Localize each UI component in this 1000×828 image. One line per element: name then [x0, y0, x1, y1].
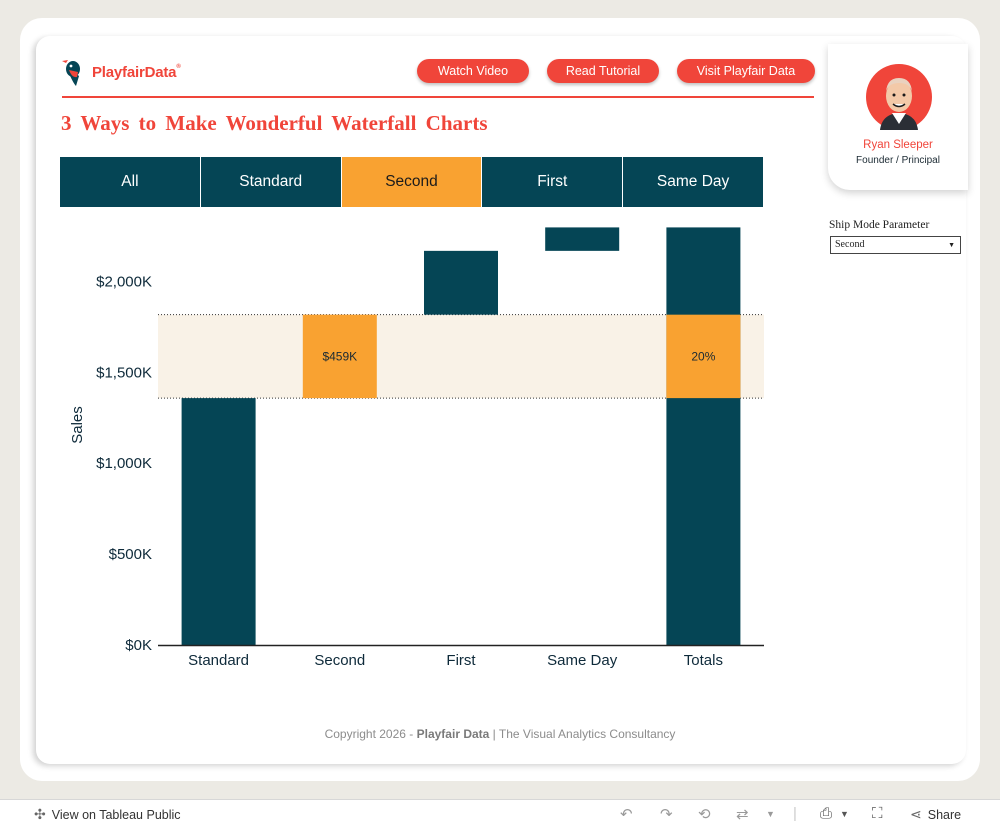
x-tick-label-first: First — [446, 652, 476, 669]
parameter-value: Second — [835, 239, 865, 250]
tableau-logo-icon: ✣ — [34, 806, 46, 822]
bar-same-day — [545, 227, 620, 251]
tableau-toolbar: ✣ View on Tableau Public ↶ ↷ ⟲ ⇄ ▼ | ⎙ ▼… — [0, 799, 1000, 828]
kingfisher-bird-icon — [62, 60, 80, 86]
y-tick-label-500: $500K — [109, 546, 152, 563]
profile-card[interactable]: Ryan Sleeper Founder / Principal — [828, 44, 968, 190]
logo-word-data: Data — [144, 63, 177, 81]
reference-band — [158, 314, 764, 399]
refresh-menu-chevron-icon[interactable]: ▼ — [766, 809, 775, 819]
profile-name: Ryan Sleeper — [863, 139, 933, 151]
parameter-label: Ship Mode Parameter — [829, 219, 930, 231]
copyright-text: Copyright 2026 - Playfair Data | The Vis… — [0, 727, 1000, 741]
y-axis-label: Sales — [69, 406, 86, 444]
ship-mode-parameter-select[interactable]: Second ▼ — [830, 236, 961, 254]
bar-first — [424, 250, 498, 315]
x-tick-label-totals: Totals — [684, 652, 723, 669]
watch-video-button[interactable]: Watch Video — [417, 59, 529, 83]
bar-totals-highlight — [666, 314, 741, 399]
redo-icon[interactable]: ↷ — [660, 806, 673, 823]
toolbar-divider: | — [793, 805, 797, 822]
copyright-brand: Playfair Data — [416, 727, 490, 741]
download-icon[interactable]: ⎙ — [820, 805, 833, 822]
read-tutorial-button[interactable]: Read Tutorial — [547, 59, 659, 83]
y-tick-label-1500: $1,500K — [96, 364, 152, 381]
fullscreen-icon[interactable]: ⛶ — [872, 805, 883, 822]
tab-first[interactable]: First — [482, 157, 624, 207]
view-on-tableau-link[interactable]: ✣ View on Tableau Public — [34, 806, 181, 823]
page-title: 3 Ways to Make Wonderful Waterfall Chart… — [61, 111, 488, 135]
header-divider — [62, 96, 814, 98]
revert-icon[interactable]: ⟲ — [698, 806, 711, 823]
x-tick-label-same-day: Same Day — [547, 652, 618, 669]
waterfall-chart: Standard $459K Second First Same Day 20% Total… — [69, 227, 764, 669]
visit-playfair-button[interactable]: Visit Playfair Data — [677, 59, 815, 83]
share-icon: ⋖ — [910, 806, 922, 822]
x-tick-label-standard: Standard — [188, 652, 249, 669]
bar-standard — [181, 398, 256, 645]
download-menu-chevron-icon[interactable]: ▼ — [840, 809, 849, 819]
y-tick-label-2000: $2,000K — [96, 273, 152, 290]
logo-word-playfair: Playfair — [92, 63, 145, 81]
data-label-second: $459K — [322, 349, 357, 363]
refresh-icon[interactable]: ⇄ — [736, 806, 749, 823]
logo-wordmark: PlayfairData® — [92, 64, 181, 81]
bar-totals — [666, 227, 741, 645]
tab-standard[interactable]: Standard — [200, 157, 342, 207]
undo-icon[interactable]: ↶ — [620, 806, 633, 823]
data-label-totals: 20% — [691, 349, 715, 363]
copyright-prefix: Copyright 2026 - — [324, 727, 417, 741]
tab-all[interactable]: All — [60, 157, 201, 207]
dropdown-caret-icon: ▼ — [948, 241, 955, 249]
logo-registered-mark: ® — [176, 63, 181, 70]
tab-same-day[interactable]: Same Day — [623, 157, 763, 207]
x-tick-label-second: Second — [314, 652, 365, 669]
copyright-suffix: | The Visual Analytics Consultancy — [489, 727, 676, 741]
view-on-tableau-label: View on Tableau Public — [51, 807, 181, 822]
profile-role: Founder / Principal — [856, 155, 940, 166]
y-tick-label-1000: $1,000K — [96, 455, 152, 472]
tab-second[interactable]: Second — [341, 157, 483, 207]
playfair-logo[interactable]: PlayfairData® — [62, 57, 181, 87]
avatar — [866, 64, 932, 130]
share-button[interactable]: ⋖ Share — [910, 806, 961, 823]
share-label: Share — [927, 807, 962, 822]
ship-mode-tabs: All Standard Second First Same Day — [60, 157, 763, 207]
y-tick-label-0: $0K — [125, 637, 152, 654]
bar-second — [302, 314, 377, 399]
